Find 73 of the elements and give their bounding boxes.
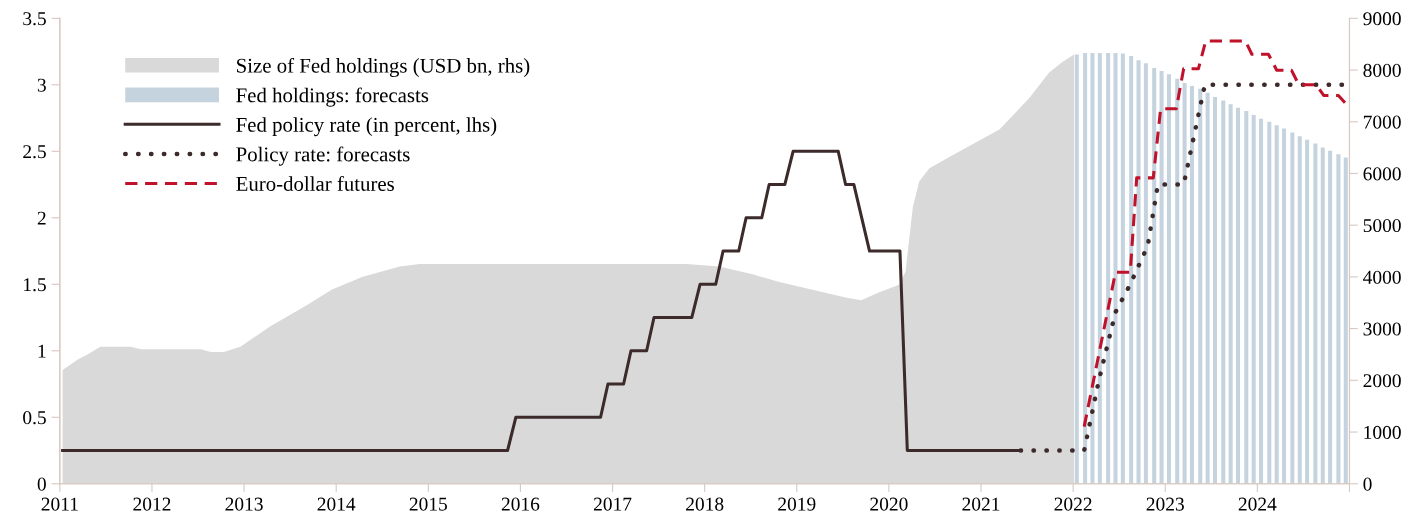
bar (1166, 74, 1171, 484)
bar (1244, 110, 1249, 484)
y2-tick-label: 5000 (1363, 219, 1401, 233)
bar (1320, 147, 1325, 484)
x-tick-label: 2020 (870, 497, 908, 511)
y2-tick-label: 9000 (1363, 12, 1401, 26)
bar (1305, 139, 1310, 484)
bar (1097, 52, 1102, 484)
bar (1159, 71, 1164, 484)
bar (1143, 63, 1148, 484)
x-tick-label: 2019 (778, 497, 816, 511)
legend-label: Fed policy rate (in percent, lhs) (236, 117, 497, 137)
x-tick-label: 2022 (1054, 497, 1092, 511)
bar (1189, 86, 1194, 484)
bar (1205, 92, 1210, 484)
bar (1212, 96, 1218, 484)
bar (1235, 107, 1241, 484)
bar (1136, 60, 1141, 484)
y2-tick-label: 0 (1363, 477, 1372, 491)
bar (1297, 136, 1302, 484)
y2-tick-label: 6000 (1363, 167, 1401, 181)
legend-label: Fed holdings: forecasts (236, 87, 429, 107)
bar (1198, 88, 1203, 484)
legend-label: Size of Fed holdings (USD bn, rhs) (237, 57, 530, 78)
y2-tick-label: 8000 (1363, 63, 1401, 77)
y2-tick-label: 4000 (1363, 270, 1401, 284)
x-tick-label: 2024 (1238, 497, 1277, 511)
y2-tick-label: 2000 (1363, 374, 1401, 388)
bar (1274, 125, 1279, 484)
bar (1336, 154, 1341, 484)
bar (1106, 52, 1111, 484)
bar (1313, 143, 1318, 484)
legend-label: Euro-dollar futures (236, 176, 394, 191)
bar (1251, 115, 1256, 484)
bar (1083, 52, 1088, 484)
y2-tick-label: 7000 (1363, 115, 1401, 129)
bar (1328, 150, 1333, 484)
bar (1113, 52, 1118, 484)
bar (1175, 78, 1180, 484)
bar (1228, 104, 1233, 484)
x-tick-label: 2018 (686, 497, 724, 511)
bar (1343, 157, 1348, 484)
bar (1120, 53, 1125, 484)
x-tick-label: 2023 (1146, 497, 1184, 511)
y-tick-label: 0 (37, 477, 46, 491)
y2-tick-label: 1000 (1364, 425, 1401, 439)
bar (1259, 118, 1264, 484)
bar (1282, 128, 1287, 484)
bar (1074, 54, 1079, 484)
x-tick-label: 2021 (962, 497, 1000, 511)
x-tick-label: 2014 (317, 497, 356, 511)
x-tick-label: 2017 (593, 497, 632, 511)
y-tick-label: 2 (37, 211, 46, 225)
y-tick-label: 1 (38, 344, 46, 358)
bar (1182, 82, 1187, 484)
x-tick-label: 2011 (41, 497, 78, 511)
y-tick-label: 3 (37, 78, 46, 92)
legend-label: Policy rate: forecasts (236, 146, 410, 166)
y-tick-label: 1.5 (24, 278, 46, 292)
bar (1221, 100, 1226, 484)
y-tick-label: 0.5 (23, 411, 46, 425)
y2-tick-label: 3000 (1363, 322, 1401, 336)
y-tick-label: 3.5 (23, 12, 46, 26)
bar (1090, 52, 1095, 484)
bar (1267, 121, 1272, 484)
bar (1129, 56, 1134, 484)
x-tick-label: 2015 (409, 497, 447, 511)
x-tick-label: 2012 (133, 497, 171, 511)
bar (1290, 132, 1295, 484)
x-tick-label: 2013 (225, 497, 263, 511)
x-tick-label: 2016 (501, 497, 540, 511)
y-tick-label: 2.5 (23, 145, 46, 159)
bar (1152, 67, 1157, 484)
